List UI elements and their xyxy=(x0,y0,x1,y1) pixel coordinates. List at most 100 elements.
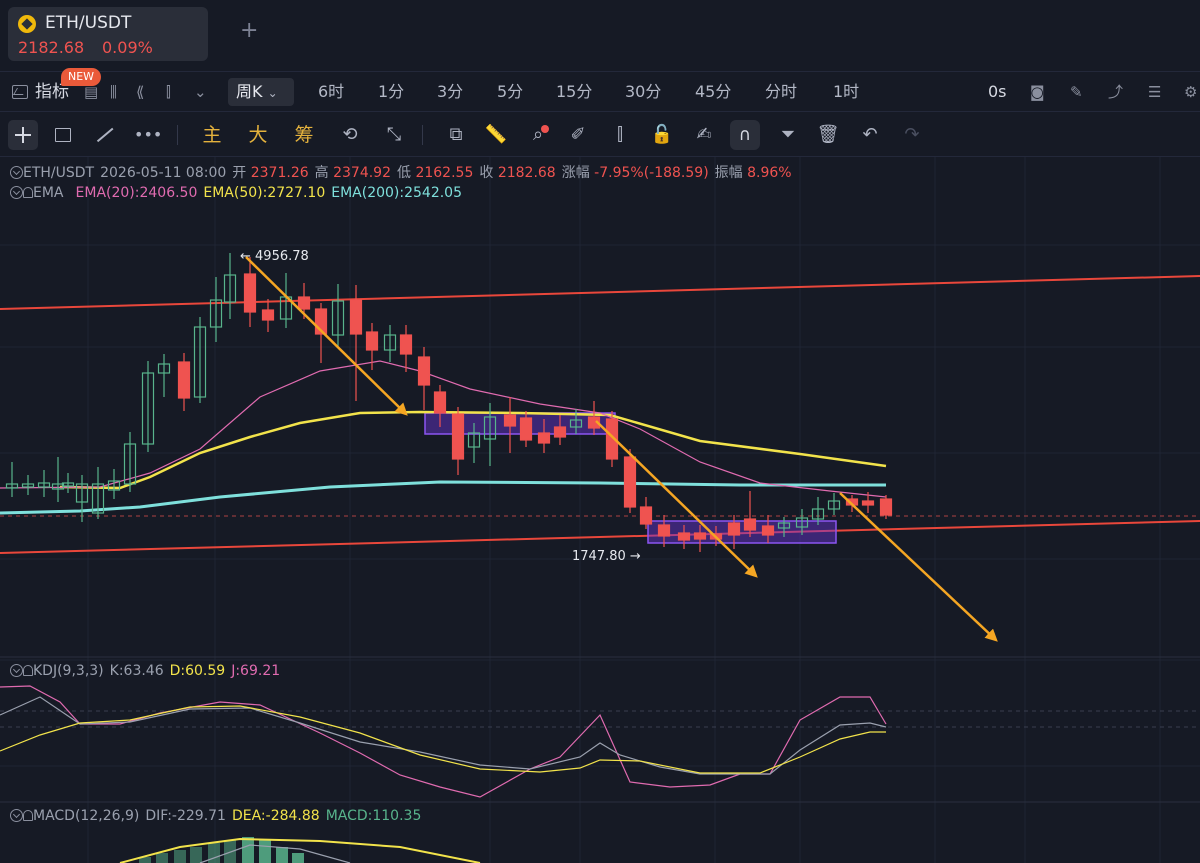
interval-30m[interactable]: 30分 xyxy=(625,82,662,101)
undo-icon[interactable]: ↶ xyxy=(862,124,878,145)
zoom-icon[interactable]: ⌕ xyxy=(532,124,544,145)
indicators-button[interactable]: 指标 xyxy=(35,82,69,102)
projection-arrows xyxy=(245,256,998,642)
interval-15m[interactable]: 15分 xyxy=(556,82,593,101)
more-tools-icon[interactable]: ••• xyxy=(134,125,163,144)
candle-type-icon[interactable]: ⫿ xyxy=(166,83,171,101)
bell-icon[interactable] xyxy=(23,187,33,198)
ema200-value: EMA(200):2542.05 xyxy=(331,185,462,201)
share-icon[interactable]: ⤴ xyxy=(1108,83,1124,101)
high-value: 2374.92 xyxy=(333,165,391,181)
collapse-icon[interactable] xyxy=(10,186,23,199)
chevron-down-icon: ⌄ xyxy=(267,86,278,100)
candle-body-up xyxy=(209,299,223,328)
ema200-line xyxy=(0,480,886,515)
kdj-panel xyxy=(0,685,1200,798)
collapse-icon[interactable] xyxy=(10,166,23,179)
layout-icon[interactable]: ▤ xyxy=(84,83,99,101)
bell-icon[interactable] xyxy=(23,810,33,821)
open-value: 2371.26 xyxy=(250,165,309,181)
low-label: 低 xyxy=(397,165,411,181)
symbol-tab[interactable]: ETH/USDT 2182.68 0.09% xyxy=(8,7,208,61)
collapse-icon[interactable] xyxy=(10,664,23,677)
ema50-value: EMA(50):2727.10 xyxy=(203,185,326,201)
indicator-icon[interactable] xyxy=(12,85,28,99)
interval-3m[interactable]: 3分 xyxy=(437,82,464,101)
camera-icon[interactable]: ◙ xyxy=(1030,83,1045,101)
candle-body-down xyxy=(261,309,275,321)
amplitude-value: 8.96% xyxy=(747,165,792,181)
interval-45m[interactable]: 45分 xyxy=(695,82,732,101)
interval-1h[interactable]: 1时 xyxy=(833,82,860,101)
candle-body-up xyxy=(467,432,481,448)
amplitude-label: 振幅 xyxy=(714,165,743,181)
candle-body-down xyxy=(451,413,465,460)
magnet-icon: ∩ xyxy=(738,125,752,145)
lower-trendline[interactable] xyxy=(0,520,1200,554)
candle-body-down xyxy=(605,418,619,460)
zoom-alert-dot xyxy=(541,125,549,133)
kdj-k-line xyxy=(0,696,887,775)
candles-icon[interactable]: ⫿ xyxy=(617,124,623,145)
price-chart[interactable] xyxy=(0,157,1200,863)
legend-symbol: ETH/USDT xyxy=(23,165,95,181)
lock-icon[interactable]: 🔓 xyxy=(650,124,674,145)
chevron-down-icon[interactable]: ⌄ xyxy=(194,83,207,101)
crosshair-tool[interactable] xyxy=(8,120,38,150)
drawing-toolbar: ••• 主 大 筹 ⟲ ⤡ ⧉ 📏 ⌕ ✐ ⫿ 🔓 ✍ ∩ ⏷ 🗑 ↶ ↷ xyxy=(0,113,1200,157)
chip-button[interactable]: 筹 xyxy=(294,124,314,146)
sync-icon[interactable]: ⟲ xyxy=(342,124,358,145)
interval-weekly-label: 周K xyxy=(236,82,263,101)
edit-icon[interactable]: ✎ xyxy=(1070,83,1083,101)
candle-body-down xyxy=(587,416,601,429)
interval-timeshare[interactable]: 分时 xyxy=(765,82,798,101)
interval-6h[interactable]: 6时 xyxy=(318,82,345,101)
filter-icon[interactable]: ⏷ xyxy=(780,124,796,145)
trash-icon[interactable]: 🗑 xyxy=(816,124,840,145)
kdj-d-line xyxy=(0,705,886,774)
ruler-icon[interactable]: 📏 xyxy=(484,124,508,145)
candle-body-up xyxy=(777,522,791,529)
line-tool-icon[interactable] xyxy=(96,127,114,142)
interval-1m[interactable]: 1分 xyxy=(378,82,405,101)
candle-body-down xyxy=(743,518,757,531)
settings-icon[interactable]: ⚙ xyxy=(1184,83,1198,101)
macd-dea: DEA:-284.88 xyxy=(231,808,320,824)
collapse-icon[interactable] xyxy=(10,809,23,822)
brush-icon[interactable]: ✐ xyxy=(570,124,586,145)
high-price-marker: ← 4956.78 xyxy=(240,249,309,264)
candle-body-up xyxy=(569,419,583,428)
candle-body-up xyxy=(193,326,207,398)
upper-trendline[interactable] xyxy=(0,275,1200,310)
notes-icon[interactable]: ✍ xyxy=(696,124,712,145)
candlesticks xyxy=(5,253,893,552)
candle-body-down xyxy=(553,426,567,438)
tab-bar: ETH/USDT 2182.68 0.09% + xyxy=(0,0,1200,72)
timer-label[interactable]: 0s xyxy=(988,82,1007,101)
macd-dif: DIF:-229.71 xyxy=(145,808,226,824)
template-icon[interactable]: ⫼ xyxy=(110,83,117,101)
redo-icon[interactable]: ↷ xyxy=(904,124,920,145)
menu-icon[interactable]: ☰ xyxy=(1148,83,1162,101)
copy-icon[interactable]: ⧉ xyxy=(449,124,463,145)
magnet-tool[interactable]: ∩ xyxy=(730,120,760,150)
rectangle-tool-icon[interactable] xyxy=(55,128,71,142)
add-tab-icon[interactable]: + xyxy=(240,18,259,43)
candle-body-down xyxy=(503,414,517,427)
measure-icon[interactable]: ⤡ xyxy=(386,124,402,145)
projection-arrow xyxy=(595,420,758,578)
macd-histogram-bar xyxy=(190,847,202,863)
interval-weekly[interactable]: 周K ⌄ xyxy=(228,78,294,106)
ema20-line xyxy=(0,360,887,498)
main-force-button[interactable]: 主 xyxy=(202,124,222,146)
macd-panel xyxy=(119,837,481,863)
candle-body-up xyxy=(107,480,121,491)
macd-legend: MACD(12,26,9) DIF:-229.71 DEA:-284.88 MACD:… xyxy=(10,808,421,824)
big-order-button[interactable]: 大 xyxy=(248,124,268,146)
replay-icon[interactable]: ⟪ xyxy=(136,83,145,101)
candle-body-down xyxy=(727,522,741,536)
open-label: 开 xyxy=(232,165,247,181)
bell-icon[interactable] xyxy=(23,665,33,676)
candle-body-down xyxy=(639,506,653,525)
interval-5m[interactable]: 5分 xyxy=(497,82,524,101)
